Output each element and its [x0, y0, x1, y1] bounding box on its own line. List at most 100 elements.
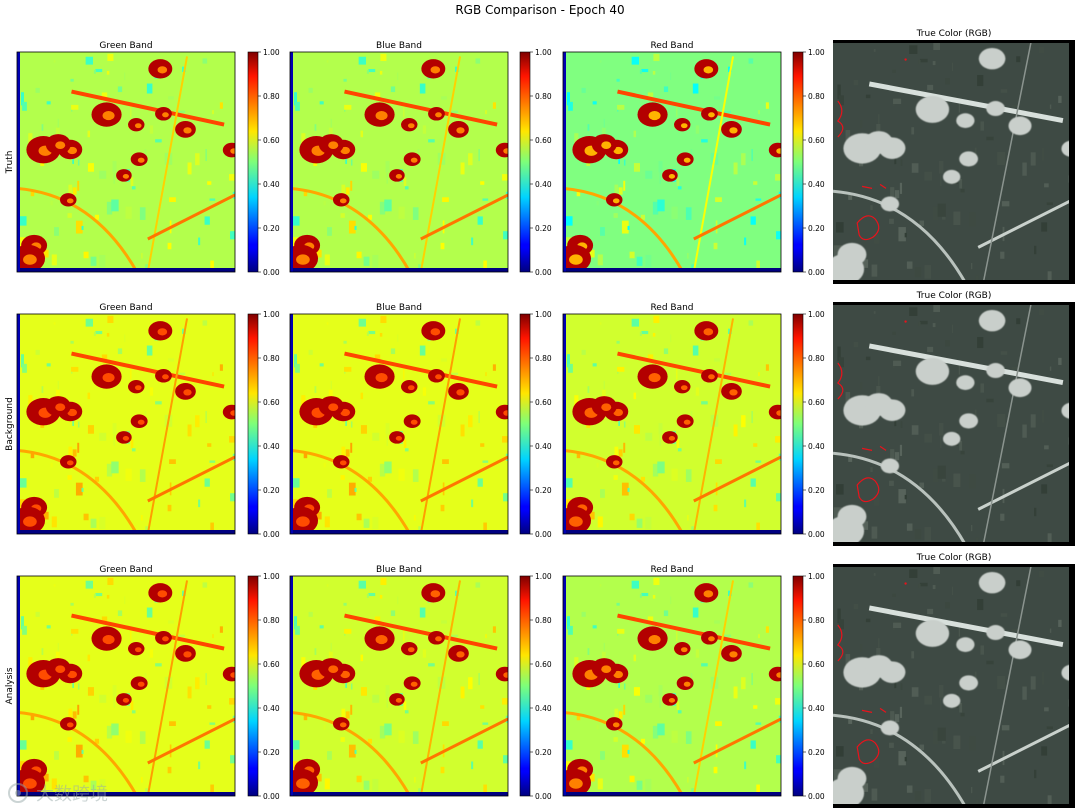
colorbar-gradient: [792, 575, 804, 797]
field-patch: [1022, 162, 1027, 176]
field-patch: [68, 184, 73, 196]
settlement-patch: [768, 666, 781, 682]
field-patch: [924, 265, 932, 279]
colorbar-tick-label: 1.00: [263, 310, 280, 319]
settlement-patch: [986, 363, 1005, 379]
field-patch: [54, 489, 59, 498]
settlement-patch: [648, 373, 661, 383]
field-patch: [892, 331, 896, 335]
field-patch: [168, 358, 174, 362]
field-patch: [1047, 271, 1052, 284]
field-patch: [77, 442, 80, 453]
field-patch: [219, 626, 223, 633]
field-patch: [403, 177, 407, 186]
road-feature: [833, 713, 968, 808]
field-patch: [685, 207, 692, 220]
field-patch: [933, 566, 941, 575]
field-patch: [685, 731, 692, 744]
field-patch: [960, 712, 965, 717]
field-patch: [858, 423, 864, 429]
colorbar: 0.00 0.20 0.40 0.60 0.80 1.00: [792, 572, 825, 801]
settlement-patch: [456, 389, 465, 396]
field-patch: [77, 421, 80, 428]
field-patch: [95, 68, 103, 73]
field-patch: [81, 749, 84, 754]
field-patch: [629, 775, 635, 783]
field-patch: [932, 206, 939, 221]
field-patch: [919, 320, 928, 325]
field-patch: [28, 395, 33, 409]
field-patch: [374, 354, 381, 360]
field-patch: [980, 645, 985, 655]
figure-title: RGB Comparison - Epoch 40: [455, 3, 624, 17]
field-patch: [898, 751, 906, 766]
field-patch: [30, 714, 35, 721]
colorbar-tick-label: 1.00: [535, 310, 552, 319]
field-patch: [67, 737, 72, 742]
colorbar: 0.00 0.20 0.40 0.60 0.80 1.00: [792, 310, 825, 539]
field-patch: [168, 96, 174, 100]
field-patch: [890, 449, 895, 461]
field-patch: [862, 521, 869, 530]
field-patch: [1000, 251, 1005, 259]
field-patch: [677, 710, 682, 714]
field-patch: [892, 593, 896, 597]
field-patch: [775, 436, 781, 443]
settlement-patch: [601, 665, 612, 674]
nodata-strip: [17, 314, 20, 534]
field-patch: [20, 92, 24, 106]
field-patch: [659, 172, 661, 184]
field-patch: [695, 387, 700, 396]
colorbar-tick-label: 0.60: [535, 136, 552, 145]
field-patch: [933, 42, 941, 51]
field-patch: [970, 786, 973, 794]
field-patch: [692, 345, 699, 356]
field-patch: [1034, 507, 1037, 517]
panel-title: Blue Band: [376, 565, 422, 575]
settlement-patch: [410, 419, 418, 425]
field-patch: [1042, 671, 1044, 685]
panel-truth-green-band: Green Band: [16, 41, 236, 273]
field-patch: [384, 723, 392, 736]
nodata-strip: [563, 792, 781, 796]
settlement-patch: [613, 146, 624, 155]
field-patch: [878, 638, 880, 648]
field-patch: [1038, 47, 1045, 53]
field-patch: [671, 468, 678, 481]
settlement-patch: [915, 357, 950, 385]
settlement-patch: [978, 571, 1006, 594]
field-patch: [379, 332, 383, 337]
field-patch: [692, 83, 699, 94]
field-patch: [918, 321, 921, 327]
field-patch: [204, 216, 210, 225]
field-patch: [177, 372, 186, 375]
panel-title: True Color (RGB): [916, 553, 992, 563]
field-patch: [195, 415, 200, 428]
field-patch: [360, 687, 367, 696]
field-patch: [944, 340, 950, 347]
field-patch: [836, 222, 844, 233]
field-patch: [911, 163, 919, 173]
field-patch: [350, 421, 353, 428]
field-patch: [587, 124, 590, 131]
field-patch: [471, 499, 474, 508]
field-patch: [953, 473, 961, 488]
field-patch: [71, 366, 79, 372]
settlement-patch: [495, 142, 508, 158]
field-patch: [723, 372, 732, 375]
settlement-patch: [328, 665, 339, 674]
settlement-patch: [495, 666, 508, 682]
field-patch: [20, 616, 24, 630]
field-patch: [617, 366, 625, 372]
settlement-patch: [66, 198, 74, 204]
field-patch: [72, 156, 74, 164]
field-patch: [205, 673, 207, 686]
field-patch: [986, 136, 994, 141]
field-patch: [714, 358, 720, 362]
field-patch: [384, 461, 392, 474]
field-patch: [958, 98, 960, 113]
field-patch: [229, 698, 235, 705]
field-patch: [90, 780, 97, 790]
field-patch: [308, 87, 313, 93]
field-patch: [372, 778, 379, 792]
